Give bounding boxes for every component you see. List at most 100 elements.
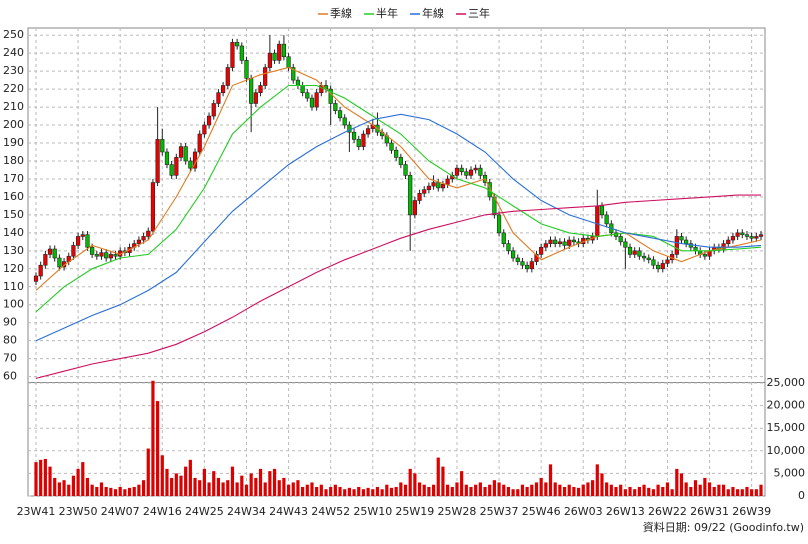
volume-bar <box>469 486 473 496</box>
volume-bar <box>726 489 730 496</box>
volume-bar <box>43 458 47 496</box>
candle-body <box>183 146 188 162</box>
volume-bar <box>357 486 361 496</box>
volume-bar <box>221 482 225 496</box>
candle-body <box>314 92 319 108</box>
y-tick-label: 110 <box>3 280 24 293</box>
candle-body <box>300 85 305 93</box>
candle-body <box>272 52 277 61</box>
volume-bar <box>380 489 384 496</box>
volume-bar <box>619 484 623 496</box>
candle-body <box>684 239 689 244</box>
volume-bar <box>399 482 403 496</box>
candle-body <box>319 85 324 93</box>
candle-body <box>164 151 170 165</box>
volume-bar <box>53 477 57 496</box>
volume-bar <box>291 482 295 496</box>
candle-body <box>394 149 399 158</box>
candle-body <box>721 243 726 250</box>
volume-bar <box>609 484 613 496</box>
x-tick-label: 23W50 <box>59 505 98 518</box>
ma-line <box>35 113 762 342</box>
volume-bar <box>310 482 314 496</box>
volume-bar <box>591 480 595 496</box>
volume-bar <box>403 484 408 496</box>
candle-body <box>529 261 534 270</box>
volume-bar <box>95 486 99 496</box>
candle-body <box>679 236 684 241</box>
volume-bar <box>474 484 478 496</box>
candle-body <box>595 205 600 237</box>
y-tick-label: 230 <box>3 64 24 77</box>
candle-body <box>220 85 226 93</box>
candle-body <box>305 92 310 99</box>
candle-body <box>211 103 216 117</box>
y-tick-label: 250 <box>3 28 24 41</box>
candle-body <box>758 234 764 237</box>
y-tick-label: 80 <box>3 334 17 347</box>
candle-body <box>501 232 506 244</box>
candle-body <box>604 214 609 225</box>
candle-body <box>417 193 422 201</box>
candle-body <box>496 214 502 234</box>
volume-bar <box>431 484 436 496</box>
y-tick-label: 180 <box>3 154 24 167</box>
ma-line <box>35 84 762 313</box>
candle-body <box>623 241 628 248</box>
candle-body <box>440 184 446 189</box>
candle-body <box>94 254 99 257</box>
volume-bar <box>226 480 230 496</box>
candle-body <box>389 142 394 151</box>
volume-bar <box>689 486 693 496</box>
candle-body <box>539 246 544 255</box>
volume-bar <box>703 477 707 496</box>
y2-tick-label: 15,000 <box>767 421 806 434</box>
volume-bar <box>81 462 85 496</box>
volume-bar <box>562 486 567 496</box>
volume-bar <box>268 471 272 496</box>
candle-body <box>674 236 679 255</box>
volume-bar <box>548 464 553 496</box>
volume-bar <box>539 477 543 496</box>
y-tick-label: 60 <box>3 370 17 383</box>
volume-bar <box>558 484 562 496</box>
volume-bar <box>446 484 450 496</box>
volume-bar <box>62 480 66 496</box>
x-tick-label: 24W07 <box>101 505 140 518</box>
candle-body <box>408 175 413 216</box>
volume-bar <box>277 480 281 496</box>
y-tick-label: 170 <box>3 172 24 185</box>
candle-body <box>534 254 539 262</box>
volume-bar <box>497 482 501 496</box>
candle-body <box>57 257 62 268</box>
candle-body <box>365 128 371 135</box>
candle-body <box>553 239 558 244</box>
volume-bar <box>85 477 90 496</box>
volume-bar <box>240 475 244 496</box>
volume-bar <box>605 482 609 496</box>
candle-body <box>351 131 357 140</box>
volume-bar <box>553 482 557 496</box>
volume-bar <box>464 484 468 496</box>
x-tick-label: 26W31 <box>690 505 729 518</box>
candle-body <box>197 133 202 153</box>
volume-bar <box>286 484 291 496</box>
candle-body <box>403 164 408 176</box>
candle-body <box>735 232 740 237</box>
volume-bar <box>39 459 43 496</box>
volume-bar <box>347 487 351 496</box>
volume-bar <box>375 486 380 496</box>
y-tick-label: 160 <box>3 190 24 203</box>
candle-body <box>169 164 174 176</box>
candle-body <box>75 236 81 246</box>
volume-bar <box>394 486 398 496</box>
volume-bar <box>170 477 174 496</box>
candle-body <box>562 241 567 246</box>
candle-body <box>660 263 665 270</box>
candle-body <box>38 264 43 277</box>
volume-bar <box>366 487 370 496</box>
volume-bar <box>389 487 394 496</box>
volume-bar <box>319 484 323 496</box>
volume-bar <box>132 486 136 496</box>
